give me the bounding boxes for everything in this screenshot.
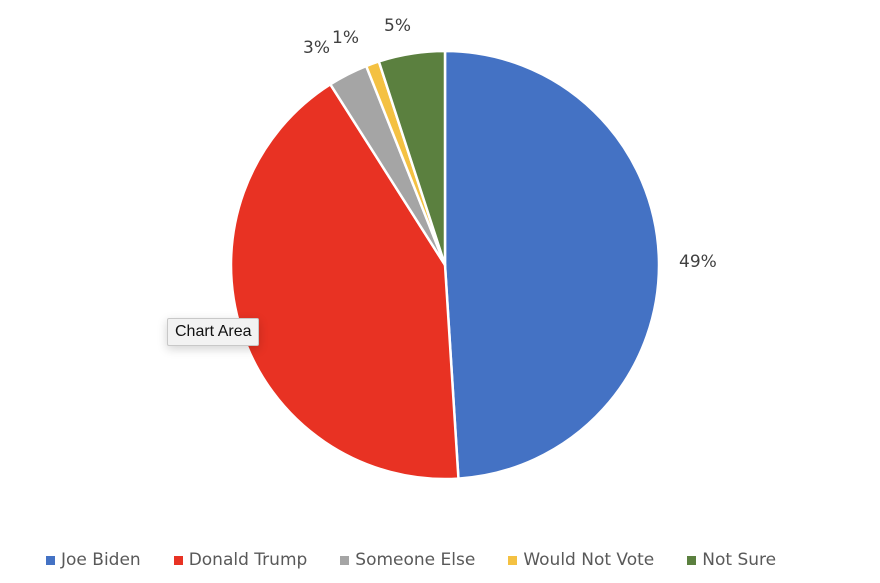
legend-swatch-icon — [508, 555, 518, 565]
legend-item-joe-biden[interactable]: Joe Biden — [46, 550, 141, 570]
pie-slices[interactable] — [229, 49, 661, 481]
legend-item-someone-else[interactable]: Someone Else — [340, 550, 475, 570]
legend-swatch-icon — [340, 555, 350, 565]
legend-label: Joe Biden — [61, 550, 141, 570]
label-not-sure: 5% — [384, 16, 411, 36]
slice-joe-biden[interactable] — [443, 49, 661, 480]
legend-swatch-icon — [687, 555, 697, 565]
legend-item-donald-trump[interactable]: Donald Trump — [173, 550, 308, 570]
legend-item-would-not-vote[interactable]: Would Not Vote — [508, 550, 654, 570]
chart-area-tooltip: Chart Area — [167, 318, 260, 346]
label-someone-else: 3% — [303, 38, 330, 58]
legend-label: Not Sure — [702, 550, 777, 570]
legend-swatch-icon — [46, 555, 55, 565]
legend-item-not-sure[interactable]: Not Sure — [687, 550, 776, 570]
label-biden: 49% — [679, 252, 717, 272]
legend-swatch-icon — [173, 555, 183, 565]
legend: Joe Biden Donald Trump Someone Else Woul… — [46, 550, 809, 570]
legend-label: Someone Else — [355, 550, 476, 570]
slice-not-sure[interactable] — [377, 49, 447, 267]
label-would-not-vote: 1% — [332, 28, 359, 48]
legend-label: Donald Trump — [188, 550, 308, 570]
legend-label: Would Not Vote — [523, 550, 655, 570]
